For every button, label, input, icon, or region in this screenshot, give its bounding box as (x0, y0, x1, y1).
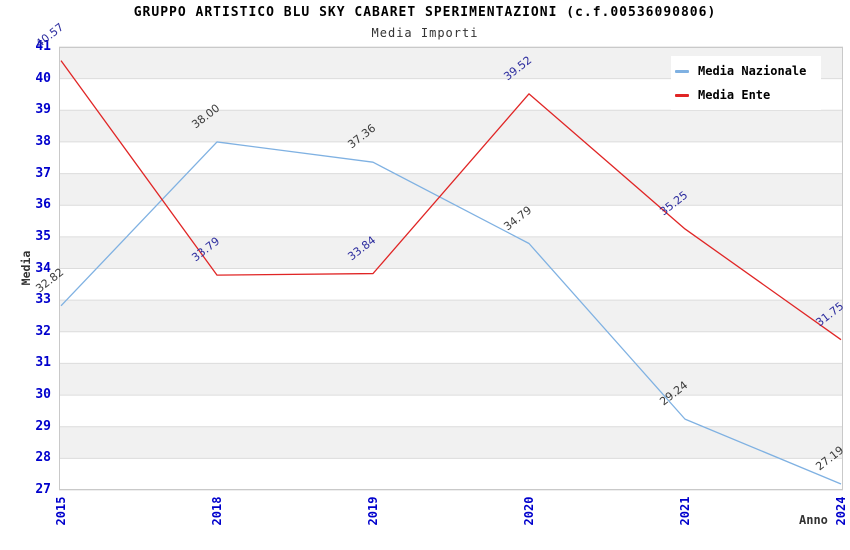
legend-label-media-nazionale: Media Nazionale (698, 64, 807, 78)
plot-band (59, 236, 843, 269)
plot-band (59, 110, 843, 142)
legend-item-media-nazionale[interactable]: Media Nazionale (675, 64, 821, 78)
legend-label-media-ente: Media Ente (698, 88, 771, 102)
series-line-1 (60, 60, 842, 341)
legend-swatch-media-ente-icon (675, 93, 689, 97)
series-line-0 (60, 141, 842, 485)
plot-band (59, 363, 843, 396)
chart-subtitle: Media Importi (371, 26, 479, 40)
legend: Media Nazionale Media Ente (671, 56, 821, 110)
plot-band (59, 426, 843, 459)
plot-band (59, 300, 843, 332)
x-axis-label: Anno (799, 513, 828, 527)
chart-title: GRUPPO ARTISTICO BLU SKY CABARET SPERIME… (133, 5, 717, 20)
legend-swatch-media-nazionale-icon (675, 69, 689, 73)
y-axis-label: Media (19, 250, 33, 286)
plot-band (59, 173, 843, 206)
plot-border (59, 47, 843, 490)
legend-item-media-ente[interactable]: Media Ente (675, 88, 821, 102)
